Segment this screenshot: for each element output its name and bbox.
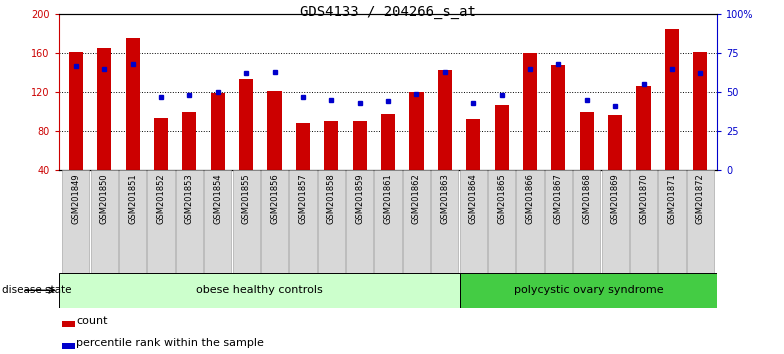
Bar	[381, 114, 395, 170]
FancyBboxPatch shape	[375, 170, 401, 273]
FancyBboxPatch shape	[119, 170, 147, 273]
FancyBboxPatch shape	[459, 170, 487, 273]
Bar	[637, 86, 651, 170]
Text: GSM201858: GSM201858	[327, 173, 336, 224]
Text: GSM201853: GSM201853	[185, 173, 194, 224]
Text: GSM201869: GSM201869	[611, 173, 619, 224]
Text: count: count	[76, 316, 107, 326]
Bar	[69, 52, 83, 170]
Bar	[325, 121, 339, 170]
Text: GSM201868: GSM201868	[583, 173, 591, 224]
Text: GSM201865: GSM201865	[497, 173, 506, 224]
Text: GSM201851: GSM201851	[128, 173, 137, 224]
FancyBboxPatch shape	[62, 170, 89, 273]
Bar	[125, 39, 140, 170]
Bar	[211, 93, 225, 170]
Bar	[97, 48, 111, 170]
Bar	[409, 92, 423, 170]
Bar	[693, 52, 707, 170]
Text: percentile rank within the sample: percentile rank within the sample	[76, 338, 263, 348]
Text: GSM201867: GSM201867	[554, 173, 563, 224]
Bar	[62, 321, 74, 327]
FancyBboxPatch shape	[630, 170, 657, 273]
FancyBboxPatch shape	[601, 170, 629, 273]
FancyBboxPatch shape	[91, 170, 118, 273]
FancyBboxPatch shape	[176, 170, 203, 273]
FancyBboxPatch shape	[573, 170, 601, 273]
FancyBboxPatch shape	[147, 170, 175, 273]
Bar	[466, 119, 481, 170]
Text: GSM201861: GSM201861	[383, 173, 393, 224]
FancyBboxPatch shape	[517, 170, 543, 273]
Bar	[579, 112, 593, 170]
FancyBboxPatch shape	[204, 170, 231, 273]
FancyBboxPatch shape	[545, 170, 572, 273]
Text: GSM201864: GSM201864	[469, 173, 477, 224]
Bar	[154, 118, 168, 170]
Text: disease state: disease state	[2, 285, 72, 295]
FancyBboxPatch shape	[687, 170, 714, 273]
Text: GSM201849: GSM201849	[71, 173, 80, 224]
FancyBboxPatch shape	[289, 170, 317, 273]
Bar	[182, 112, 197, 170]
Bar	[353, 121, 367, 170]
Bar	[62, 343, 74, 349]
Text: GSM201866: GSM201866	[525, 173, 535, 224]
FancyBboxPatch shape	[403, 170, 430, 273]
FancyBboxPatch shape	[233, 170, 260, 273]
Bar	[296, 123, 310, 170]
Text: GSM201856: GSM201856	[270, 173, 279, 224]
Text: GSM201872: GSM201872	[696, 173, 705, 224]
FancyBboxPatch shape	[346, 170, 373, 273]
Text: GSM201857: GSM201857	[299, 173, 307, 224]
Bar	[495, 105, 509, 170]
Bar	[523, 53, 537, 170]
Text: GSM201852: GSM201852	[157, 173, 165, 224]
Bar	[239, 79, 253, 170]
Text: GSM201862: GSM201862	[412, 173, 421, 224]
Bar	[665, 29, 679, 170]
Bar	[608, 115, 622, 170]
Text: obese healthy controls: obese healthy controls	[196, 285, 322, 295]
Bar	[551, 65, 565, 170]
FancyBboxPatch shape	[431, 170, 459, 273]
Text: GSM201870: GSM201870	[639, 173, 648, 224]
FancyBboxPatch shape	[459, 273, 717, 308]
Text: GSM201871: GSM201871	[667, 173, 677, 224]
Text: GSM201863: GSM201863	[441, 173, 449, 224]
Text: polycystic ovary syndrome: polycystic ovary syndrome	[514, 285, 663, 295]
Text: GSM201855: GSM201855	[241, 173, 251, 224]
FancyBboxPatch shape	[261, 170, 289, 273]
FancyBboxPatch shape	[59, 273, 459, 308]
FancyBboxPatch shape	[488, 170, 515, 273]
Text: GSM201859: GSM201859	[355, 173, 365, 224]
Text: GSM201854: GSM201854	[213, 173, 222, 224]
Bar	[437, 70, 452, 170]
FancyBboxPatch shape	[659, 170, 685, 273]
Text: GSM201850: GSM201850	[100, 173, 109, 224]
FancyBboxPatch shape	[318, 170, 345, 273]
Bar	[267, 91, 281, 170]
Text: GDS4133 / 204266_s_at: GDS4133 / 204266_s_at	[300, 5, 476, 19]
